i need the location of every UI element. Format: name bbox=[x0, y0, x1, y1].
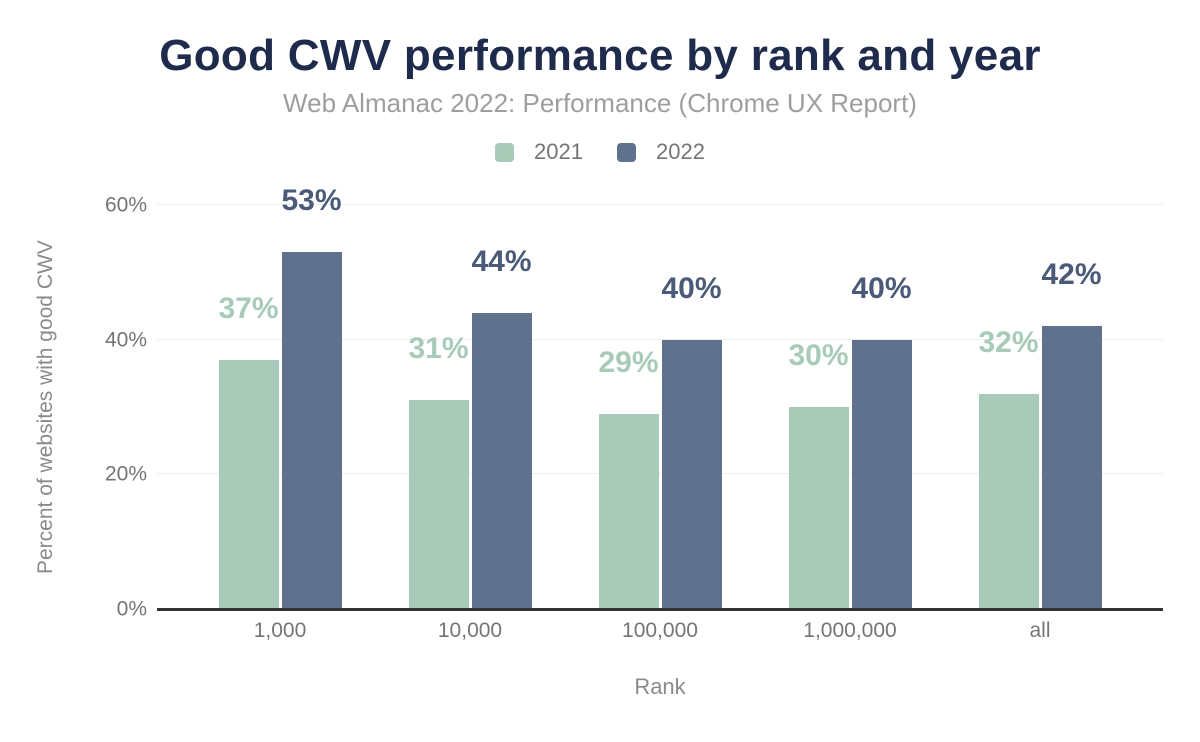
y-axis-title: Percent of websites with good CWV bbox=[34, 240, 57, 574]
bar-value-label: 40% bbox=[851, 271, 912, 305]
bar-groups: 37% 53% 31% 44% 29% 40% 30% 40% 32% 42% bbox=[157, 186, 1163, 609]
gridline bbox=[157, 338, 1163, 340]
bar-slot: 40% bbox=[661, 273, 722, 609]
chart-title: Good CWV performance by rank and year bbox=[159, 31, 1041, 80]
bar-group-1000: 37% 53% bbox=[185, 186, 375, 609]
bar-2022-1000000[interactable] bbox=[851, 339, 912, 609]
legend-swatch-2021 bbox=[495, 142, 515, 162]
legend-label-2021: 2021 bbox=[534, 139, 583, 164]
legend-swatch-2022 bbox=[617, 142, 636, 162]
bar-value-label: 40% bbox=[661, 271, 722, 305]
bar-2022-all[interactable] bbox=[1041, 326, 1102, 609]
bar-2021-100000[interactable] bbox=[598, 413, 659, 609]
x-axis-title: Rank bbox=[634, 674, 686, 699]
legend: 2021 2022 bbox=[0, 139, 1200, 165]
x-axis-tick-label: 1,000,000 bbox=[803, 619, 897, 642]
legend-item-2021: 2021 bbox=[495, 139, 583, 165]
bar-slot: 44% bbox=[471, 246, 532, 609]
bar-group-100000: 29% 40% bbox=[565, 205, 755, 609]
gridline bbox=[157, 204, 1163, 205]
x-axis-ticks: 1,000 10,000 100,000 1,000,000 all bbox=[157, 619, 1163, 643]
bar-2021-10000[interactable] bbox=[408, 400, 469, 609]
bar-group-1000000: 30% 40% bbox=[755, 205, 945, 609]
plot-area: 37% 53% 31% 44% 29% 40% 30% 40% 32% 42% bbox=[157, 186, 1163, 611]
bar-2021-1000[interactable] bbox=[218, 359, 279, 609]
bar-slot: 29% bbox=[598, 347, 659, 609]
legend-item-2022: 2022 bbox=[617, 139, 705, 165]
bar-group-all: 32% 42% bbox=[945, 205, 1135, 609]
bar-value-label: 32% bbox=[978, 325, 1039, 359]
x-axis-tick-label: 1,000 bbox=[253, 619, 307, 642]
bar-2021-1000000[interactable] bbox=[788, 407, 849, 609]
bar-value-label: 30% bbox=[788, 339, 849, 372]
legend-label-2022: 2022 bbox=[656, 139, 705, 164]
y-axis-tick-label: 60% bbox=[104, 193, 147, 217]
y-axis-ticks: 0% 20% 40% 60% bbox=[60, 195, 147, 620]
bar-value-label: 31% bbox=[408, 332, 469, 366]
bar-slot: 37% bbox=[218, 293, 279, 609]
bar-2021-all[interactable] bbox=[978, 393, 1039, 609]
x-axis-line bbox=[157, 608, 1163, 611]
y-axis-tick-label: 20% bbox=[104, 462, 147, 486]
bar-2022-100000[interactable] bbox=[661, 339, 722, 609]
bar-2022-10000[interactable] bbox=[471, 312, 532, 609]
x-axis-tick-label: 100,000 bbox=[622, 619, 698, 642]
x-axis-tick-label: all bbox=[1029, 619, 1051, 642]
bar-slot: 40% bbox=[851, 273, 912, 609]
y-axis-tick-label: 0% bbox=[116, 597, 147, 621]
bar-slot: 32% bbox=[978, 327, 1039, 609]
bar-slot: 53% bbox=[281, 186, 342, 609]
gridline bbox=[157, 473, 1163, 475]
bar-slot: 31% bbox=[408, 334, 469, 609]
bar-value-label: 42% bbox=[1041, 258, 1102, 292]
y-axis-tick-label: 40% bbox=[104, 328, 147, 352]
bar-value-label: 37% bbox=[218, 291, 279, 325]
x-axis-tick-label: 10,000 bbox=[437, 619, 503, 642]
chart-subtitle: Web Almanac 2022: Performance (Chrome UX… bbox=[283, 88, 917, 118]
bar-slot: 42% bbox=[1041, 260, 1102, 609]
bar-value-label: 44% bbox=[471, 244, 532, 278]
bar-value-label: 53% bbox=[281, 184, 342, 218]
bar-group-10000: 31% 44% bbox=[375, 205, 565, 609]
bar-value-label: 29% bbox=[598, 345, 659, 379]
bar-slot: 30% bbox=[788, 341, 849, 609]
bar-2022-1000[interactable] bbox=[281, 252, 342, 609]
